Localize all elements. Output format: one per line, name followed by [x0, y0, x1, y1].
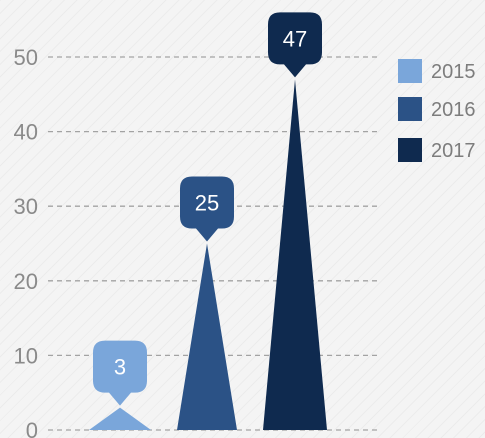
data-label-bubble-2017	[268, 12, 322, 78]
data-label-2015: 3	[114, 355, 126, 380]
y-tick-label: 0	[26, 418, 38, 438]
y-tick-label: 30	[14, 194, 38, 219]
data-labels: 3 25 47	[93, 12, 322, 406]
data-label-2017: 47	[283, 26, 307, 51]
y-tick-label: 20	[14, 269, 38, 294]
y-tick-label: 40	[14, 120, 38, 145]
y-tick-label: 50	[14, 45, 38, 70]
data-label-bubble-2015	[93, 340, 147, 406]
bar-2017	[263, 79, 327, 430]
legend-swatch-2015	[398, 59, 422, 83]
bar-2016	[177, 243, 237, 430]
legend-swatch-2017	[398, 138, 422, 162]
legend-swatch-2016	[398, 97, 422, 121]
data-label-bubble-2016	[180, 176, 234, 242]
data-label-2016: 25	[195, 191, 219, 216]
legend: 2015 2016 2017	[398, 59, 476, 162]
y-tick-label: 10	[14, 343, 38, 368]
legend-label-2016: 2016	[431, 99, 476, 121]
y-axis: 0 10 20 30 40 50	[14, 45, 38, 438]
bar-2015	[89, 407, 151, 430]
legend-label-2015: 2015	[431, 61, 476, 83]
legend-label-2017: 2017	[431, 140, 476, 162]
bars	[89, 79, 327, 430]
